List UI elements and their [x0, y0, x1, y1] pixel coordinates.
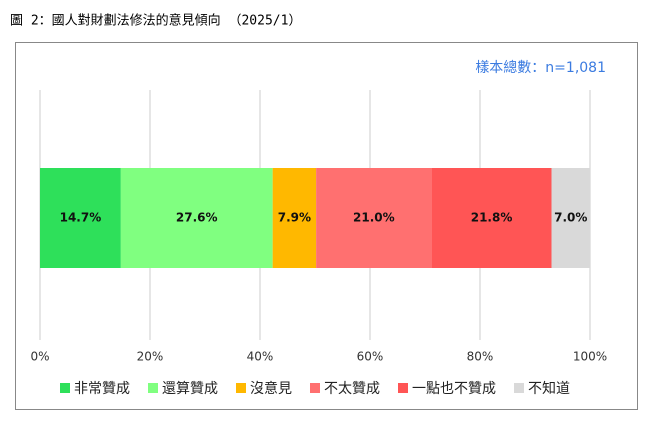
x-tick-label: 60% — [357, 350, 384, 364]
bar-segment — [120, 168, 273, 268]
bar-segment — [551, 168, 590, 268]
data-label: 7.0% — [554, 211, 587, 225]
x-tick-label: 20% — [137, 350, 164, 364]
legend-label: 不太贊成 — [324, 381, 380, 397]
bar-segment — [272, 168, 317, 268]
data-label: 21.8% — [471, 211, 513, 225]
bar-segment — [316, 168, 432, 268]
legend-swatch — [236, 383, 246, 393]
x-tick-label: 40% — [247, 350, 274, 364]
bar-segment — [431, 168, 552, 268]
data-label: 21.0% — [353, 211, 395, 225]
legend-label: 還算贊成 — [162, 381, 218, 397]
x-tick-label: 100% — [573, 350, 607, 364]
chart-title: 圖 2：國人對財劃法修法的意見傾向 （2025/1） — [10, 13, 301, 29]
legend-swatch — [398, 383, 408, 393]
legend-swatch — [148, 383, 158, 393]
data-label: 14.7% — [60, 211, 102, 225]
x-tick-label: 80% — [467, 350, 494, 364]
legend-label: 沒意見 — [250, 380, 292, 397]
legend-swatch — [60, 383, 70, 393]
bar-segment — [40, 168, 121, 268]
legend-label: 一點也不贊成 — [412, 381, 496, 397]
data-label: 7.9% — [278, 211, 311, 225]
legend-label: 非常贊成 — [74, 381, 130, 397]
legend-swatch — [310, 383, 320, 393]
annotation: 樣本總數：n=1,081 — [475, 59, 606, 76]
legend-swatch — [514, 383, 524, 393]
data-label: 27.6% — [176, 211, 218, 225]
legend-label: 不知道 — [528, 380, 570, 397]
x-tick-label: 0% — [30, 350, 49, 364]
